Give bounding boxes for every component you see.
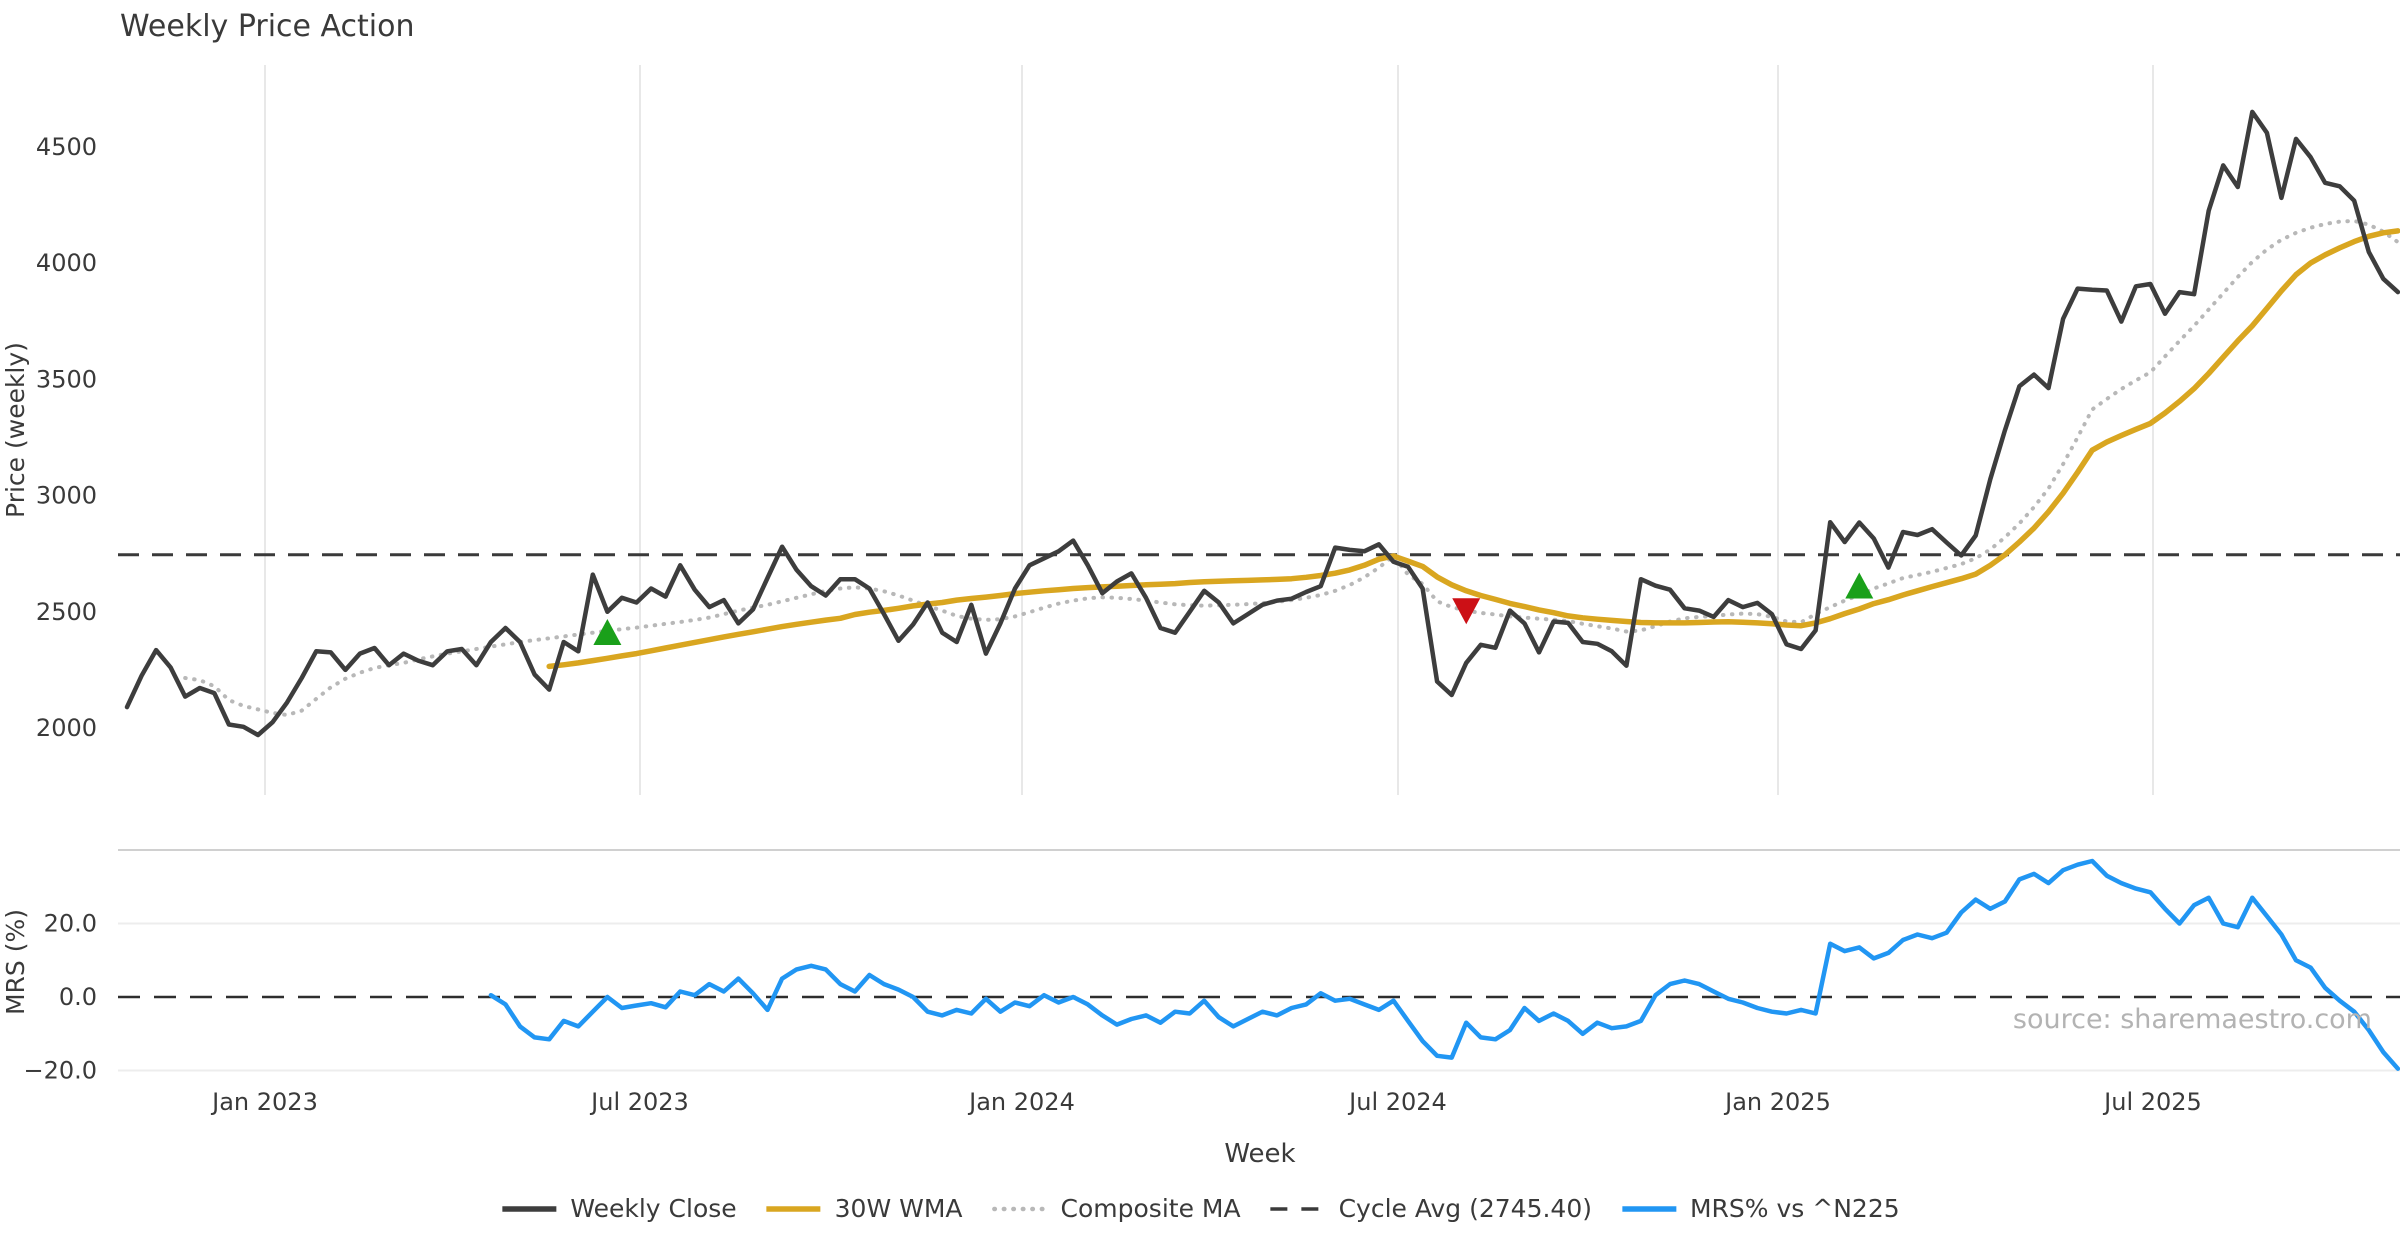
buy-signal-marker — [593, 619, 622, 646]
price-tick-3500: 3500 — [36, 366, 97, 394]
legend-item-composite-ma: Composite MA — [991, 1194, 1241, 1223]
buy-signal-marker — [1845, 572, 1874, 599]
legend-label: 30W WMA — [834, 1194, 963, 1223]
chart-title: Weekly Price Action — [120, 9, 415, 44]
legend-label: Weekly Close — [570, 1194, 737, 1223]
legend-item-cycle-avg: Cycle Avg (2745.40) — [1269, 1194, 1592, 1223]
close-line — [124, 109, 2400, 738]
xtick-jul-2023: Jul 2023 — [589, 1088, 689, 1116]
x-axis-label: Week — [1224, 1139, 1295, 1169]
price-tick-4500: 4500 — [36, 133, 97, 161]
price-tick-2000: 2000 — [36, 714, 97, 742]
xtick-jul-2024: Jul 2024 — [1347, 1088, 1447, 1116]
signal-markers — [593, 572, 1874, 646]
legend: Weekly Close 30W WMA Composite MA Cycle … — [500, 1194, 1900, 1223]
mrs-line — [488, 858, 2400, 1071]
legend-item-mrs: MRS% vs ^N225 — [1620, 1194, 1900, 1223]
price-tick-2500: 2500 — [36, 598, 97, 626]
mrs-tick-plus20: 20.0 — [44, 910, 97, 938]
wma-line — [546, 228, 2400, 670]
legend-label: Composite MA — [1060, 1194, 1241, 1223]
xtick-jul-2025: Jul 2025 — [2102, 1088, 2202, 1116]
price-axis-label: Price (weekly) — [1, 342, 30, 518]
legend-item-30w-wma: 30W WMA — [765, 1194, 963, 1223]
dashed-line-swatch-icon — [1270, 1206, 1325, 1211]
legend-label: Cycle Avg (2745.40) — [1338, 1194, 1592, 1223]
line-swatch-icon — [502, 1205, 557, 1212]
source-note: source: sharemaestro.com — [2013, 1004, 2372, 1035]
xtick-jan-2025: Jan 2025 — [1723, 1088, 1831, 1116]
line-swatch-icon — [1621, 1205, 1676, 1212]
legend-label: MRS% vs ^N225 — [1689, 1194, 1900, 1223]
sell-signal-marker — [1452, 598, 1481, 625]
price-tick-3000: 3000 — [36, 482, 97, 510]
dotted-line-swatch-icon — [992, 1206, 1049, 1211]
price-tick-4000: 4000 — [36, 249, 97, 277]
mrs-axis-label: MRS (%) — [1, 909, 30, 1015]
mrs-tick-zero: 0.0 — [59, 983, 97, 1011]
mrs-tick-minus20: −20.0 — [23, 1057, 97, 1085]
legend-item-weekly-close: Weekly Close — [500, 1194, 737, 1223]
xtick-jan-2023: Jan 2023 — [210, 1088, 318, 1116]
line-swatch-icon — [766, 1205, 821, 1212]
xtick-jan-2024: Jan 2024 — [967, 1088, 1075, 1116]
